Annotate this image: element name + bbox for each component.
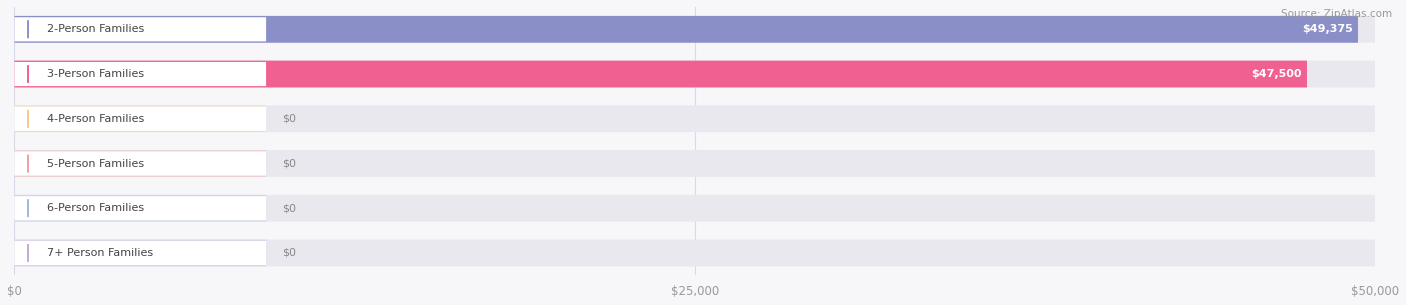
Text: 6-Person Families: 6-Person Families [48, 203, 145, 213]
Text: 7+ Person Families: 7+ Person Families [48, 248, 153, 258]
FancyBboxPatch shape [14, 105, 1375, 132]
FancyBboxPatch shape [14, 151, 266, 176]
FancyBboxPatch shape [14, 107, 266, 131]
Text: $0: $0 [283, 114, 297, 124]
FancyBboxPatch shape [14, 17, 266, 41]
FancyBboxPatch shape [14, 105, 266, 132]
Text: $47,500: $47,500 [1251, 69, 1302, 79]
Text: 2-Person Families: 2-Person Families [48, 24, 145, 34]
FancyBboxPatch shape [14, 150, 266, 177]
FancyBboxPatch shape [14, 239, 1375, 266]
Text: $0: $0 [283, 159, 297, 168]
FancyBboxPatch shape [14, 62, 266, 86]
FancyBboxPatch shape [14, 195, 266, 222]
Text: $0: $0 [283, 203, 297, 213]
FancyBboxPatch shape [14, 16, 1358, 43]
FancyBboxPatch shape [14, 196, 266, 220]
Text: $0: $0 [283, 248, 297, 258]
FancyBboxPatch shape [14, 241, 266, 265]
Text: Source: ZipAtlas.com: Source: ZipAtlas.com [1281, 9, 1392, 19]
Text: $49,375: $49,375 [1302, 24, 1353, 34]
FancyBboxPatch shape [14, 239, 266, 266]
FancyBboxPatch shape [14, 61, 1375, 88]
Text: 3-Person Families: 3-Person Families [48, 69, 145, 79]
FancyBboxPatch shape [14, 61, 1308, 88]
FancyBboxPatch shape [14, 16, 1375, 43]
Text: 5-Person Families: 5-Person Families [48, 159, 145, 168]
FancyBboxPatch shape [14, 195, 1375, 222]
Text: 4-Person Families: 4-Person Families [48, 114, 145, 124]
FancyBboxPatch shape [14, 150, 1375, 177]
